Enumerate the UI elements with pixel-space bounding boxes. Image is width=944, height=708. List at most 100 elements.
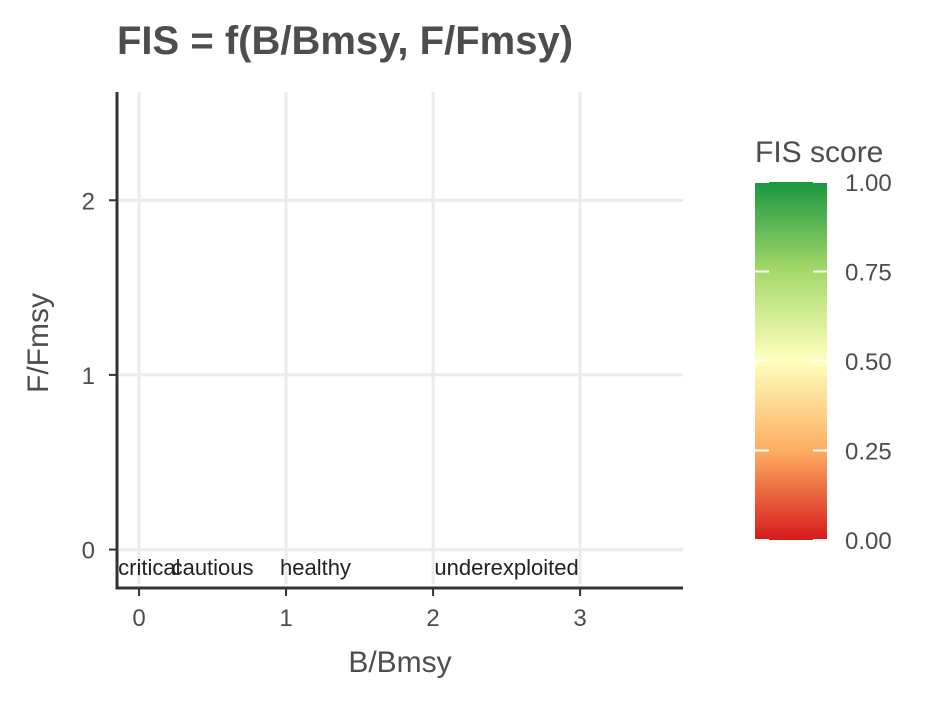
heatmap-cell [354,266,359,272]
heatmap-cell [387,446,392,452]
heatmap-cell [172,539,177,545]
heatmap-cell [415,288,420,294]
heatmap-cell [382,129,387,135]
heatmap-cell [321,359,326,365]
heatmap-cell [312,451,317,457]
heatmap-cell [144,146,149,152]
heatmap-cell [321,413,326,419]
heatmap-cell [162,457,167,463]
heatmap-cell [354,413,359,419]
heatmap-cell [162,271,167,277]
heatmap-cell [312,490,317,496]
heatmap-cell [336,528,341,534]
heatmap-cell [247,184,252,190]
heatmap-cell [336,462,341,468]
heatmap-cell [200,309,205,315]
heatmap-cell [223,506,228,512]
heatmap-cell [148,326,153,332]
heatmap-cell [205,386,210,392]
heatmap-cell [195,320,200,326]
heatmap-cell [153,408,158,414]
heatmap-cell [261,124,266,130]
heatmap-cell [205,211,210,217]
heatmap-cell [415,517,420,523]
heatmap-cell [200,402,205,408]
heatmap-cell [219,309,224,315]
heatmap-cell [387,157,392,163]
heatmap-cell [176,500,181,506]
heatmap-cell [364,211,369,217]
heatmap-cell [373,118,378,124]
heatmap-cell [148,506,153,512]
heatmap-cell [326,457,331,463]
heatmap-cell [312,326,317,332]
heatmap-cell [209,533,214,539]
heatmap-cell [321,391,326,397]
heatmap-cell [247,113,252,119]
heatmap-cell [176,135,181,141]
heatmap-cell [167,326,172,332]
heatmap-cell [200,522,205,528]
heatmap-cell [298,337,303,343]
heatmap-cell [312,402,317,408]
heatmap-cell [270,539,275,545]
heatmap-cell [181,249,186,255]
heatmap-cell [167,162,172,168]
heatmap-cell [205,490,210,496]
heatmap-cell [336,118,341,124]
heatmap-cell [368,124,373,130]
heatmap-cell [326,184,331,190]
heatmap-cell [354,386,359,392]
heatmap-cell [191,140,196,146]
heatmap-cell [298,462,303,468]
heatmap-cell [336,342,341,348]
heatmap-cell [424,391,429,397]
heatmap-cell [293,162,298,168]
heatmap-cell [359,222,364,228]
heatmap-cell [312,217,317,223]
heatmap-cell [172,282,177,288]
heatmap-cell [387,380,392,386]
heatmap-cell [144,528,149,534]
heatmap-cell [354,533,359,539]
heatmap-cell [256,238,261,244]
heatmap-cell [410,151,415,157]
heatmap-cell [321,135,326,141]
heatmap-cell [219,408,224,414]
heatmap-cell [354,353,359,359]
heatmap-cell [228,424,233,430]
heatmap-cell [153,495,158,501]
heatmap-cell [200,446,205,452]
heatmap-cell [247,435,252,441]
heatmap-cell [275,506,280,512]
heatmap-cell [148,304,153,310]
heatmap-cell [392,490,397,496]
heatmap-cell [293,506,298,512]
heatmap-cell [350,293,355,299]
heatmap-cell [406,129,411,135]
heatmap-cell [298,484,303,490]
heatmap-cell [317,315,322,321]
heatmap-cell [321,118,326,124]
heatmap-cell [289,473,294,479]
heatmap-cell [336,435,341,441]
heatmap-cell [382,359,387,365]
heatmap-cell [368,440,373,446]
heatmap-cell [406,320,411,326]
heatmap-cell [200,457,205,463]
heatmap-cell [350,244,355,250]
heatmap-cell [387,315,392,321]
heatmap-cell [312,255,317,261]
heatmap-cell [317,211,322,217]
heatmap-cell [162,484,167,490]
heatmap-cell [336,451,341,457]
heatmap-cell [396,162,401,168]
heatmap-cell [321,511,326,517]
heatmap-cell [359,135,364,141]
heatmap-cell [345,397,350,403]
heatmap-cell [420,424,425,430]
heatmap-cell [275,348,280,354]
heatmap-cell [265,129,270,135]
heatmap-cell [205,479,210,485]
heatmap-cell [279,468,284,474]
